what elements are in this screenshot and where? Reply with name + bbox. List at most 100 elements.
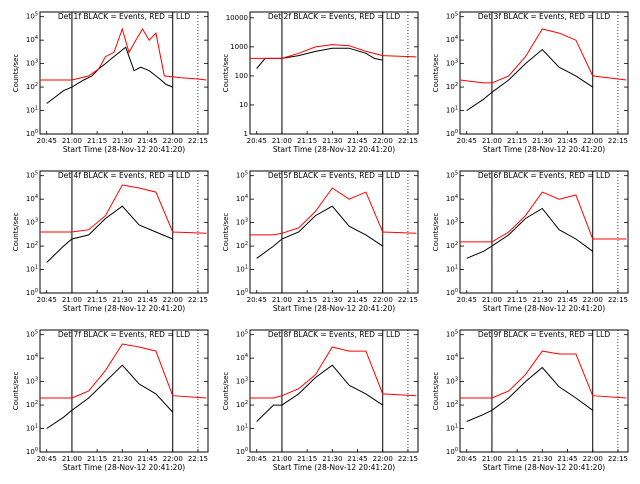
x-tick-label: 21:30 — [112, 296, 132, 304]
chart-panel-3: 20:45 21:00 21:15 21:30 21:45 22:00 22:15 100 10… — [432, 11, 629, 154]
chart-panel-1: 20:45 21:00 21:15 21:30 21:45 22:00 22:15 100 10… — [12, 11, 209, 154]
x-tick-label: 21:00 — [62, 455, 82, 463]
series-lld — [40, 27, 207, 81]
x-tick-label: 21:15 — [87, 296, 107, 304]
plot-frame — [39, 11, 209, 135]
y-axis-label: Counts/sec — [12, 372, 20, 411]
x-tick-label: 21:45 — [557, 455, 577, 463]
x-tick-label: 20:45 — [247, 137, 267, 145]
y-tick-label: 10000 — [226, 14, 248, 22]
x-tick-label: 22:00 — [583, 296, 603, 304]
series-lld — [460, 350, 627, 399]
y-tick-label: 1000 — [230, 43, 248, 51]
x-tick-label: 21:00 — [482, 296, 502, 304]
series-lld — [250, 187, 417, 236]
x-tick-label: 21:00 — [482, 137, 502, 145]
series-events — [466, 48, 593, 111]
series-events — [46, 364, 174, 429]
y-tick-label: 104 — [446, 353, 458, 362]
y-tick-label: 100 — [236, 288, 248, 297]
y-tick-label: 103 — [26, 59, 38, 68]
y-tick-label: 100 — [235, 72, 248, 80]
x-tick-label: 20:45 — [37, 137, 57, 145]
chart-panel-6: 20:45 21:00 21:15 21:30 21:45 22:00 22:15 100 10… — [432, 170, 629, 313]
y-tick-label: 101 — [446, 265, 458, 274]
y-tick-label: 103 — [26, 218, 38, 227]
x-tick-label: 20:45 — [37, 296, 57, 304]
y-axis-label: Counts/sec — [12, 54, 20, 93]
x-tick-label: 22:15 — [398, 455, 418, 463]
x-tick-label: 21:30 — [322, 455, 342, 463]
x-tick-label: 21:45 — [347, 296, 367, 304]
y-tick-label: 101 — [446, 106, 458, 115]
y-tick-label: 104 — [236, 353, 248, 362]
panel-title: Det 8f BLACK = Events, RED = LLD — [268, 330, 401, 339]
plot-frame — [249, 170, 419, 294]
x-tick-label: 21:00 — [62, 296, 82, 304]
x-tick-label: 21:15 — [297, 296, 317, 304]
y-axis-label: Counts/sec — [222, 54, 230, 93]
series-lld — [250, 346, 417, 399]
x-tick-label: 20:45 — [37, 455, 57, 463]
x-tick-label: 22:00 — [373, 296, 393, 304]
plot-frame — [459, 11, 629, 135]
x-tick-label: 21:45 — [137, 137, 157, 145]
chart-panel-4: 20:45 21:00 21:15 21:30 21:45 22:00 22:15 100 10… — [12, 170, 209, 313]
x-tick-label: 20:45 — [247, 455, 267, 463]
y-tick-label: 105 — [236, 171, 248, 180]
y-tick-label: 105 — [236, 330, 248, 339]
y-tick-label: 104 — [446, 35, 458, 44]
y-axis-label: Counts/sec — [222, 372, 230, 411]
y-tick-label: 104 — [26, 194, 38, 203]
x-tick-label: 21:00 — [272, 137, 292, 145]
plot-frame — [39, 329, 209, 453]
x-axis-label: Start Time (28-Nov-12 20:41:20) — [273, 463, 395, 472]
series-events — [256, 205, 383, 259]
x-axis-label: Start Time (28-Nov-12 20:41:20) — [273, 304, 395, 313]
x-tick-label: 20:45 — [247, 296, 267, 304]
x-axis-label: Start Time (28-Nov-12 20:41:20) — [273, 145, 395, 154]
x-tick-label: 21:45 — [347, 455, 367, 463]
x-tick-label: 21:00 — [62, 137, 82, 145]
x-tick-label: 21:45 — [347, 137, 367, 145]
x-tick-label: 22:00 — [163, 455, 183, 463]
series-lld — [459, 28, 627, 84]
x-tick-label: 21:15 — [507, 137, 527, 145]
x-tick-label: 22:00 — [583, 455, 603, 463]
x-tick-label: 21:00 — [272, 296, 292, 304]
y-tick-label: 102 — [26, 82, 38, 91]
series-lld — [40, 343, 207, 399]
y-tick-label: 105 — [446, 330, 458, 339]
x-tick-label: 22:00 — [373, 137, 393, 145]
y-tick-label: 100 — [26, 288, 38, 297]
x-axis-label: Start Time (28-Nov-12 20:41:20) — [483, 304, 605, 313]
x-tick-label: 22:00 — [373, 455, 393, 463]
x-tick-label: 21:30 — [322, 137, 342, 145]
plot-frame — [459, 170, 629, 294]
x-tick-label: 22:15 — [188, 455, 208, 463]
x-tick-label: 22:00 — [583, 137, 603, 145]
y-tick-label: 103 — [446, 218, 458, 227]
chart-panel-5: 20:45 21:00 21:15 21:30 21:45 22:00 22:15 100 10… — [222, 170, 419, 313]
x-tick-label: 22:15 — [398, 296, 418, 304]
x-tick-label: 21:15 — [87, 455, 107, 463]
panel-title: Det 9f BLACK = Events, RED = LLD — [478, 330, 611, 339]
y-axis-label: Counts/sec — [432, 372, 440, 411]
y-tick-label: 103 — [26, 377, 38, 386]
y-tick-label: 102 — [236, 400, 248, 409]
plot-frame — [459, 329, 629, 453]
x-tick-label: 22:15 — [398, 137, 418, 145]
y-tick-label: 101 — [26, 424, 38, 433]
series-lld — [40, 184, 207, 234]
panel-title: Det 6f BLACK = Events, RED = LLD — [478, 171, 611, 180]
y-tick-label: 104 — [236, 194, 248, 203]
y-tick-label: 100 — [26, 129, 38, 138]
x-tick-label: 21:30 — [532, 137, 552, 145]
y-tick-label: 100 — [446, 129, 458, 138]
x-tick-label: 21:15 — [87, 137, 107, 145]
x-axis-label: Start Time (28-Nov-12 20:41:20) — [63, 304, 185, 313]
chart-panel-7: 20:45 21:00 21:15 21:30 21:45 22:00 22:15 100 10… — [12, 329, 209, 472]
x-tick-label: 21:45 — [557, 137, 577, 145]
